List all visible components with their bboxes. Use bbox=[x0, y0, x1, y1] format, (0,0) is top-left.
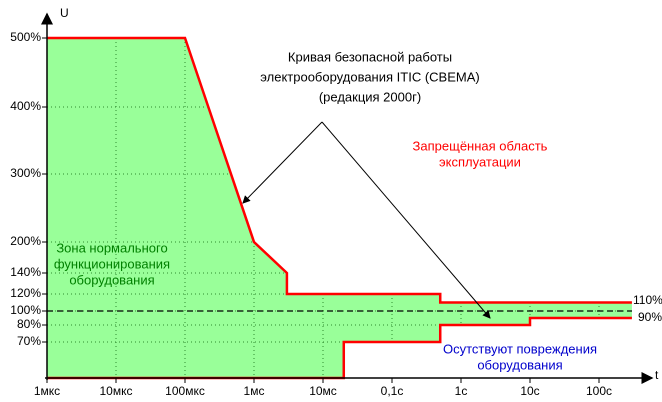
no-damage-label: оборудования bbox=[477, 357, 562, 372]
curve-title: (редакция 2000г) bbox=[319, 89, 421, 104]
normal-zone bbox=[47, 38, 632, 378]
x-tick-label: 1мкс bbox=[34, 384, 60, 398]
curve-title: Кривая безопасной работы bbox=[288, 49, 452, 64]
y-tick-label: 400% bbox=[10, 99, 41, 113]
y-tick-label: 120% bbox=[10, 286, 41, 300]
y-tick-label: 500% bbox=[10, 30, 41, 44]
pointer-arrow bbox=[321, 121, 491, 319]
x-tick-label: 100с bbox=[586, 384, 612, 398]
x-tick-label: 1с bbox=[455, 384, 468, 398]
x-axis-label: t bbox=[655, 368, 659, 382]
right-label: 90% bbox=[638, 310, 662, 324]
y-tick-label: 300% bbox=[10, 166, 41, 180]
forbidden-label: эксплуатации bbox=[439, 154, 521, 169]
normal-zone-label: Зона нормального bbox=[56, 240, 167, 255]
y-tick-label: 80% bbox=[17, 317, 41, 331]
y-tick-label: 140% bbox=[10, 265, 41, 279]
curve-title: электрооборудования ITIC (CBEMA) bbox=[260, 69, 479, 84]
y-axis-label: U bbox=[60, 6, 69, 20]
right-label: 110% bbox=[633, 293, 662, 307]
forbidden-label: Запрещённая область bbox=[413, 138, 548, 153]
x-tick-label: 100мкс bbox=[165, 384, 205, 398]
normal-zone-label: функционирования bbox=[54, 256, 170, 271]
curve bbox=[47, 316, 632, 380]
x-tick-label: 1мс bbox=[244, 384, 265, 398]
normal-zone-label: оборудования bbox=[69, 272, 154, 287]
y-tick-label: 100% bbox=[10, 303, 41, 317]
y-tick-label: 70% bbox=[17, 334, 41, 348]
y-tick-label: 200% bbox=[10, 234, 41, 248]
x-tick-label: 10мкс bbox=[100, 384, 133, 398]
x-tick-label: 10с bbox=[520, 384, 539, 398]
curve bbox=[47, 36, 632, 304]
no-damage-label: Осутствуют повреждения bbox=[443, 341, 597, 356]
pointer-arrow bbox=[242, 121, 323, 204]
x-tick-label: 10мс bbox=[309, 384, 337, 398]
x-tick-label: 0,1с bbox=[381, 384, 404, 398]
